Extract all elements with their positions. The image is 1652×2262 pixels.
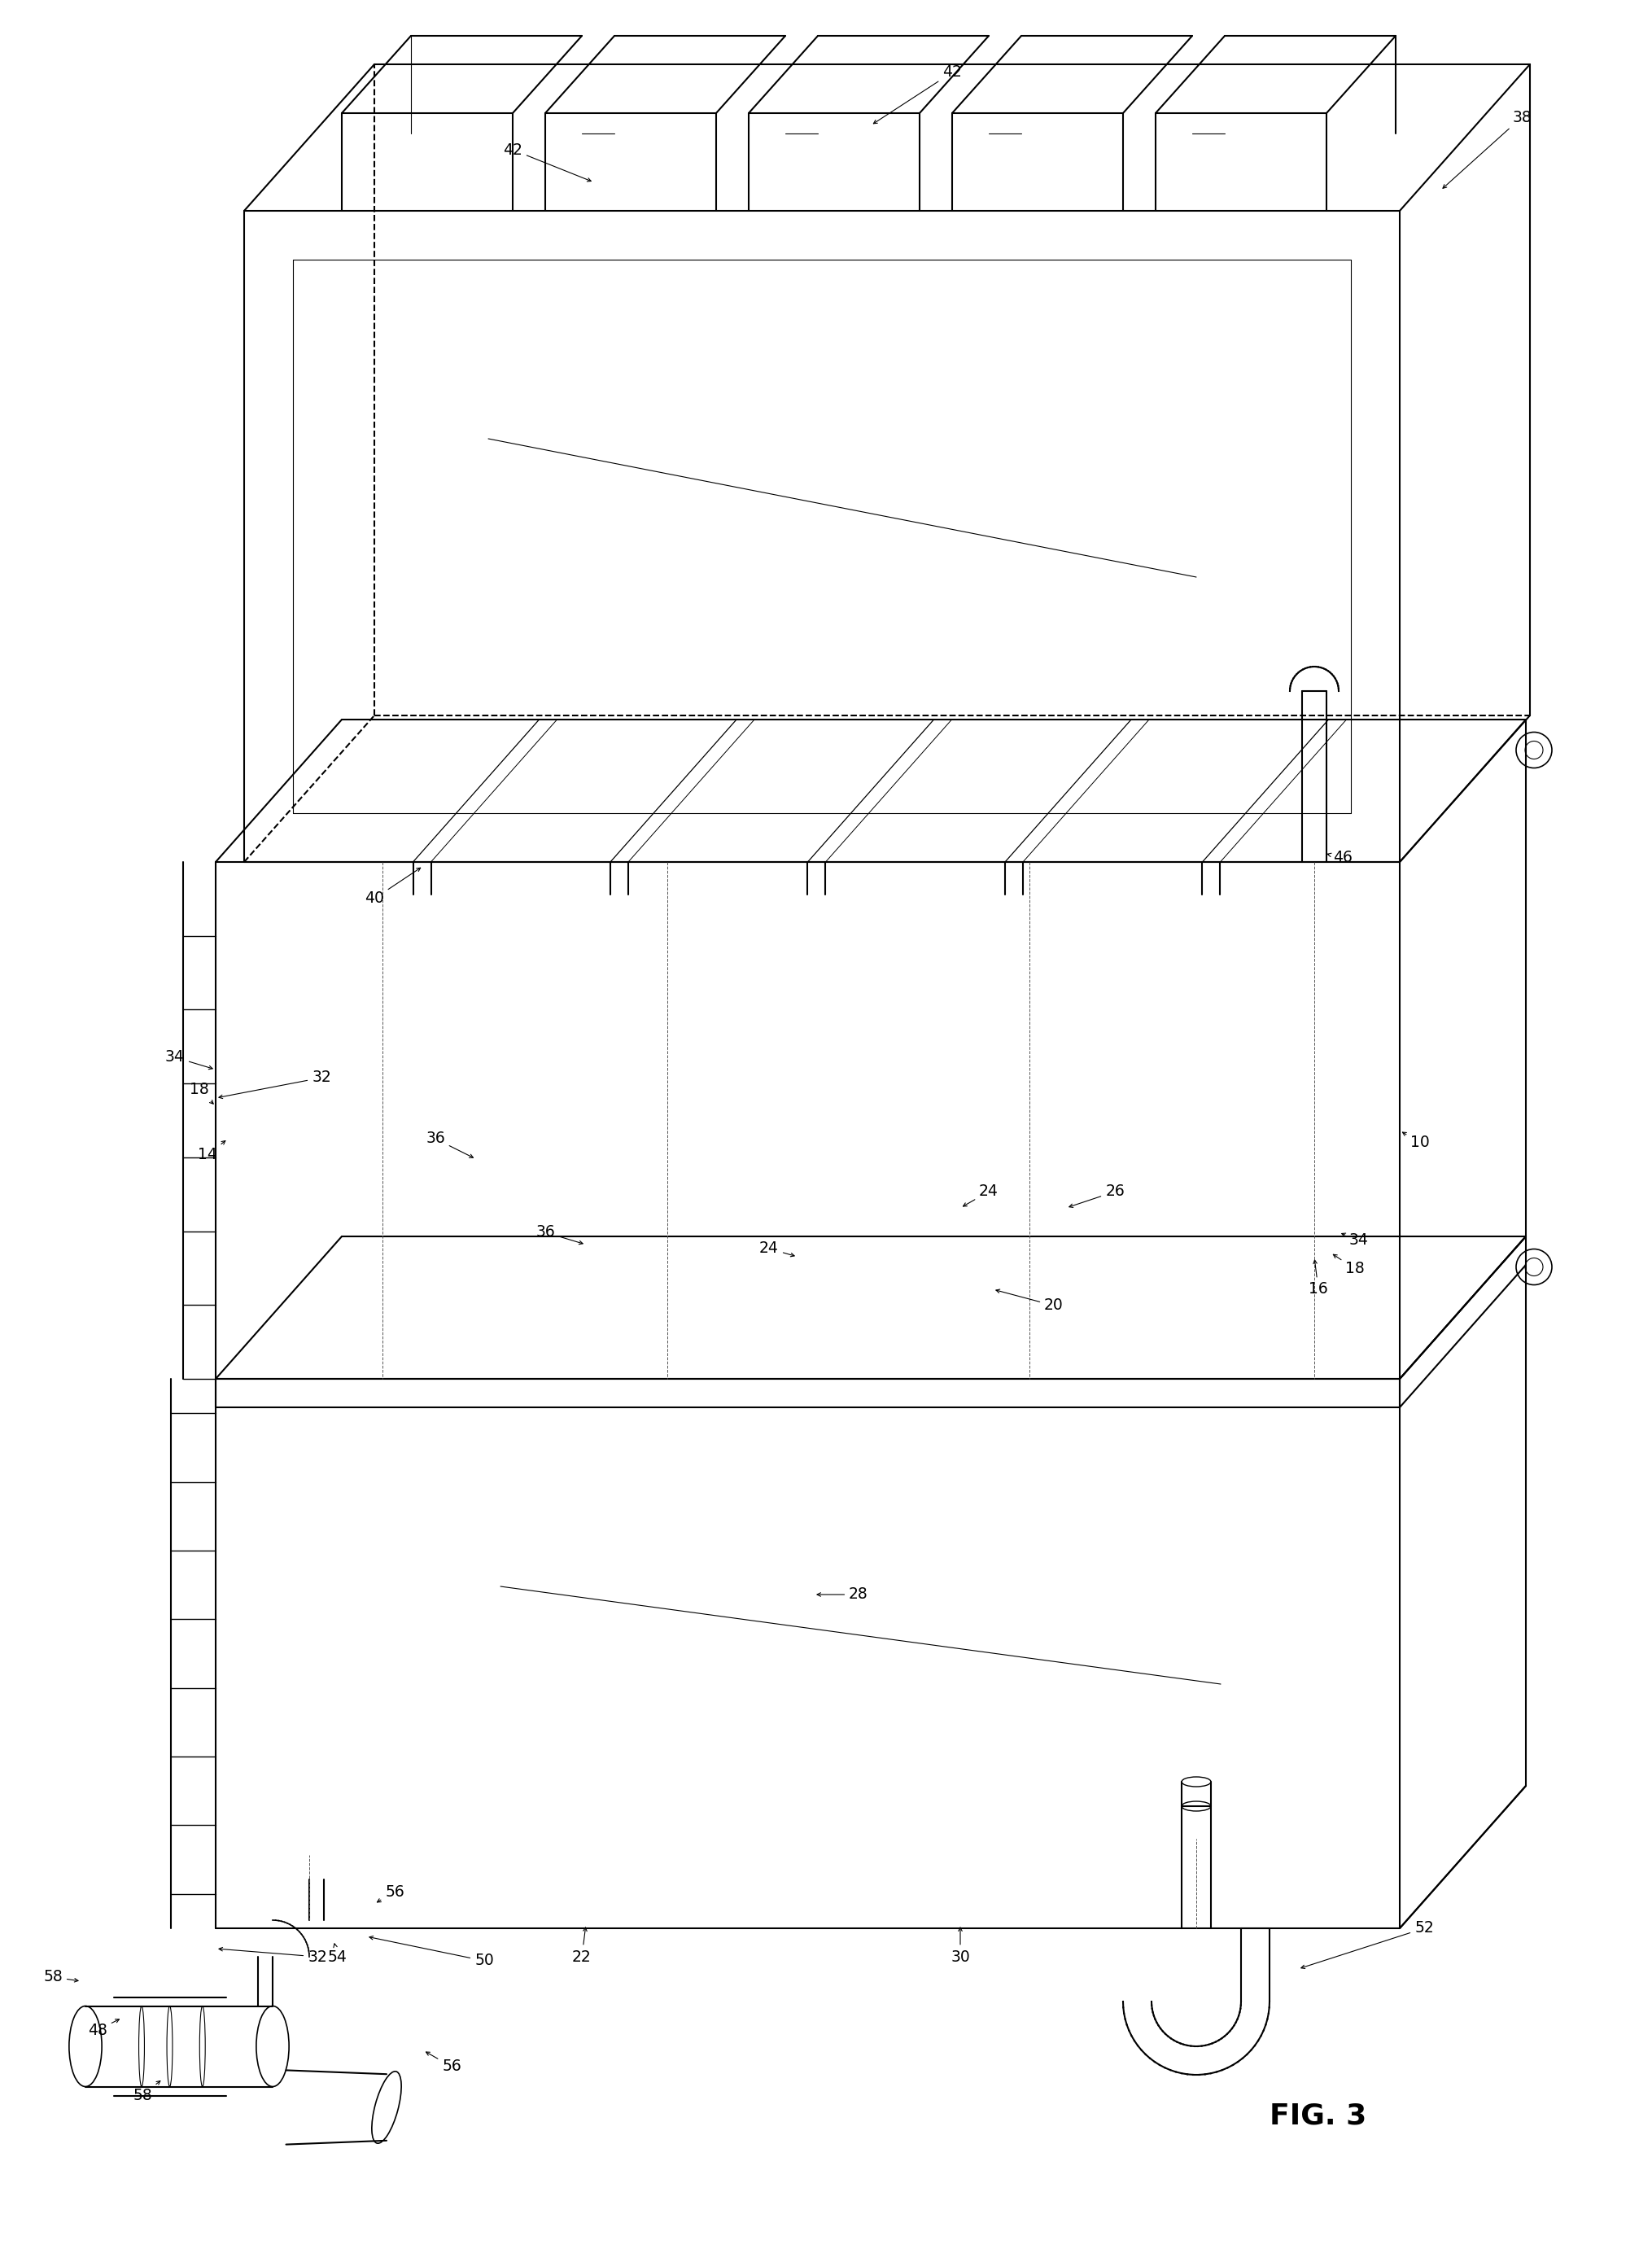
Text: 58: 58: [132, 2081, 160, 2104]
Text: 34: 34: [165, 1050, 213, 1070]
Text: 18: 18: [190, 1081, 213, 1104]
Text: 24: 24: [963, 1183, 998, 1206]
Text: 36: 36: [535, 1224, 583, 1244]
Text: 42: 42: [502, 143, 591, 181]
Text: 58: 58: [43, 1970, 78, 1984]
Text: 28: 28: [816, 1588, 867, 1601]
Text: 16: 16: [1308, 1260, 1327, 1296]
Text: 32: 32: [218, 1948, 327, 1963]
Text: 10: 10: [1403, 1133, 1429, 1151]
Text: 54: 54: [327, 1943, 347, 1963]
Text: 18: 18: [1333, 1255, 1365, 1276]
Text: 32: 32: [218, 1070, 330, 1099]
Text: 36: 36: [426, 1131, 472, 1158]
Text: 30: 30: [950, 1927, 970, 1963]
Text: 40: 40: [365, 869, 420, 907]
Text: 38: 38: [1442, 109, 1531, 188]
Text: 42: 42: [872, 66, 961, 124]
Text: 24: 24: [758, 1242, 795, 1258]
Text: 20: 20: [996, 1289, 1062, 1314]
Text: 34: 34: [1341, 1233, 1368, 1249]
Text: FIG. 3: FIG. 3: [1269, 2101, 1366, 2129]
Text: 52: 52: [1300, 1920, 1432, 1968]
Text: 48: 48: [88, 2020, 119, 2038]
Text: 50: 50: [370, 1936, 494, 1968]
Text: 56: 56: [377, 1884, 405, 1902]
Text: 22: 22: [572, 1927, 591, 1963]
Text: 56: 56: [426, 2052, 461, 2074]
Text: 26: 26: [1069, 1183, 1123, 1208]
Text: 46: 46: [1327, 851, 1351, 866]
Text: 14: 14: [198, 1140, 225, 1163]
